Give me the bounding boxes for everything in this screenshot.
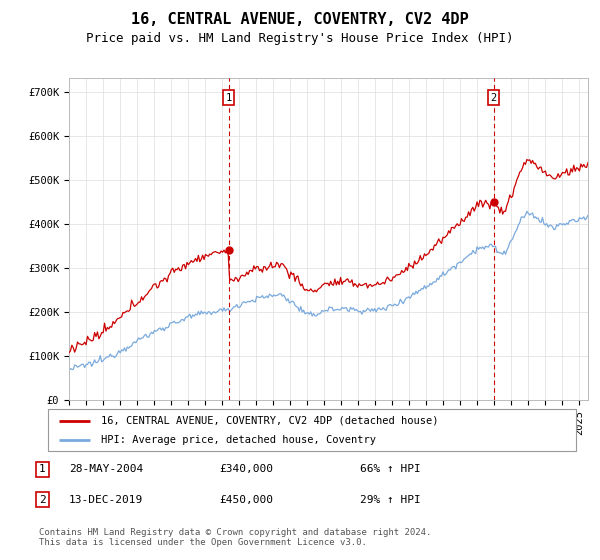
FancyBboxPatch shape: [48, 409, 576, 451]
Text: 28-MAY-2004: 28-MAY-2004: [69, 464, 143, 474]
Text: 16, CENTRAL AVENUE, COVENTRY, CV2 4DP: 16, CENTRAL AVENUE, COVENTRY, CV2 4DP: [131, 12, 469, 27]
Text: 13-DEC-2019: 13-DEC-2019: [69, 494, 143, 505]
Text: 16, CENTRAL AVENUE, COVENTRY, CV2 4DP (detached house): 16, CENTRAL AVENUE, COVENTRY, CV2 4DP (d…: [101, 416, 438, 426]
Text: Price paid vs. HM Land Registry's House Price Index (HPI): Price paid vs. HM Land Registry's House …: [86, 32, 514, 45]
Text: 2: 2: [490, 93, 497, 103]
Text: £340,000: £340,000: [219, 464, 273, 474]
Text: 1: 1: [39, 464, 46, 474]
Text: 66% ↑ HPI: 66% ↑ HPI: [360, 464, 421, 474]
Text: 29% ↑ HPI: 29% ↑ HPI: [360, 494, 421, 505]
Text: HPI: Average price, detached house, Coventry: HPI: Average price, detached house, Cove…: [101, 435, 376, 445]
Text: 1: 1: [226, 93, 232, 103]
Text: Contains HM Land Registry data © Crown copyright and database right 2024.
This d: Contains HM Land Registry data © Crown c…: [39, 528, 431, 547]
Text: £450,000: £450,000: [219, 494, 273, 505]
Text: 2: 2: [39, 494, 46, 505]
